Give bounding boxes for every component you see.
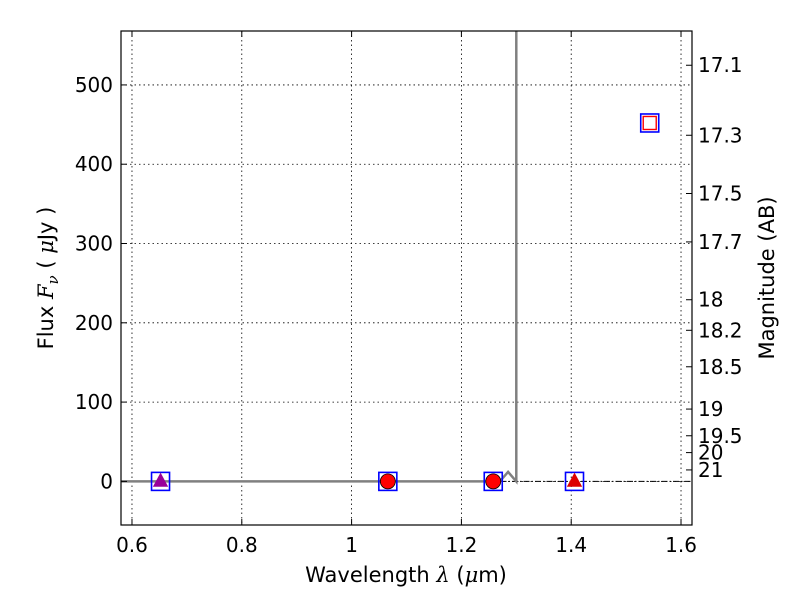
y-tick-label: 200 xyxy=(75,311,113,335)
data-markers xyxy=(150,113,660,492)
mag-tick-label: 17.5 xyxy=(698,181,743,205)
data-square xyxy=(483,471,504,492)
mag-tick-label: 19 xyxy=(698,397,723,421)
x-tick-label: 1 xyxy=(345,533,358,557)
y-tick-label: 100 xyxy=(75,390,113,414)
axis-ticks: 0.6 0.8 1 1.2 1.4 1.6 0 100 200 300 400 500 17.1 17.3… xyxy=(75,31,743,557)
mag-tick-label: 19.5 xyxy=(698,424,743,448)
x-tick-label: 1.6 xyxy=(665,533,697,557)
mag-tick-label: 18 xyxy=(698,288,723,312)
x-tick-label: 0.8 xyxy=(226,533,258,557)
data-circle xyxy=(485,473,502,490)
data-square xyxy=(150,471,171,492)
mag-tick-label: 17.1 xyxy=(698,53,743,77)
y-tick-label: 400 xyxy=(75,152,113,176)
plot-area xyxy=(121,31,692,525)
data-circle xyxy=(379,473,396,490)
x-tick-label: 1.2 xyxy=(445,533,477,557)
model-lines xyxy=(121,31,692,485)
y-tick-label: 0 xyxy=(100,469,113,493)
plot-frame xyxy=(120,30,693,526)
mag-tick-label: 17.7 xyxy=(698,230,743,254)
data-square xyxy=(639,113,660,133)
x-axis-title: Wavelength λ (μm) xyxy=(305,563,507,587)
data-square xyxy=(564,471,585,492)
data-triangle xyxy=(566,472,583,487)
data-square xyxy=(378,471,398,492)
x-tick-label: 0.6 xyxy=(116,533,148,557)
mag-tick-label: 18.5 xyxy=(698,355,743,379)
model-line xyxy=(121,31,518,485)
mag-tick-label: 21 xyxy=(698,458,723,482)
data-triangle xyxy=(152,472,169,487)
x-tick-label: 1.4 xyxy=(555,533,587,557)
mag-tick-label: 20 xyxy=(698,441,723,465)
y-tick-label: 500 xyxy=(75,73,113,97)
y2-axis-title: Magnitude (AB) xyxy=(755,196,779,359)
y-tick-label: 300 xyxy=(75,232,113,256)
y-axis-title: Flux Fν ( μJy ) xyxy=(34,207,62,350)
mag-tick-label: 18.2 xyxy=(698,318,743,342)
data-inner-square xyxy=(642,115,657,131)
mag-tick-label: 17.3 xyxy=(698,123,743,147)
